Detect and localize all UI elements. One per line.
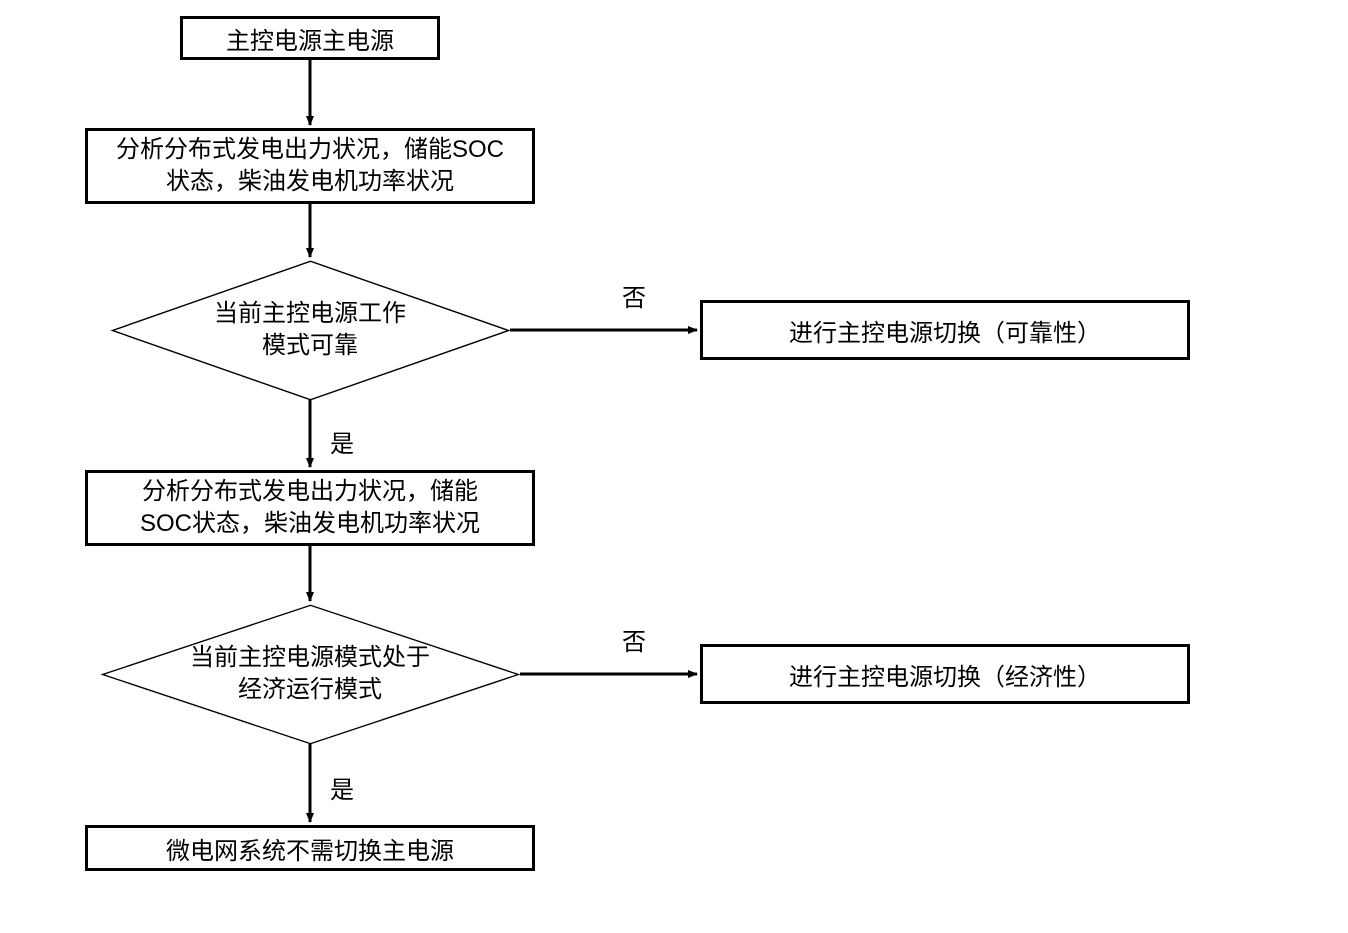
edge-label-no-2: 否 — [622, 622, 646, 657]
node-n7: 进行主控电源切换（可靠性） — [700, 300, 1190, 360]
node-n8: 进行主控电源切换（经济性） — [700, 644, 1190, 704]
node-text: 主控电源主电源 — [226, 21, 394, 56]
node-n1: 主控电源主电源 — [180, 16, 440, 60]
node-text: 微电网系统不需切换主电源 — [166, 831, 454, 866]
node-text: 进行主控电源切换（可靠性） — [789, 313, 1101, 348]
node-text: 当前主控电源模式处于 经济运行模式 — [100, 604, 520, 744]
node-n6: 微电网系统不需切换主电源 — [85, 825, 535, 871]
edge-label-yes-1: 是 — [330, 424, 354, 459]
node-text: 当前主控电源工作 模式可靠 — [110, 260, 510, 400]
node-n5: 当前主控电源模式处于 经济运行模式 — [100, 604, 520, 744]
node-n3: 当前主控电源工作 模式可靠 — [110, 260, 510, 400]
edge-label-no-1: 否 — [622, 278, 646, 313]
node-text: 进行主控电源切换（经济性） — [789, 657, 1101, 692]
edge-label-yes-2: 是 — [330, 770, 354, 805]
